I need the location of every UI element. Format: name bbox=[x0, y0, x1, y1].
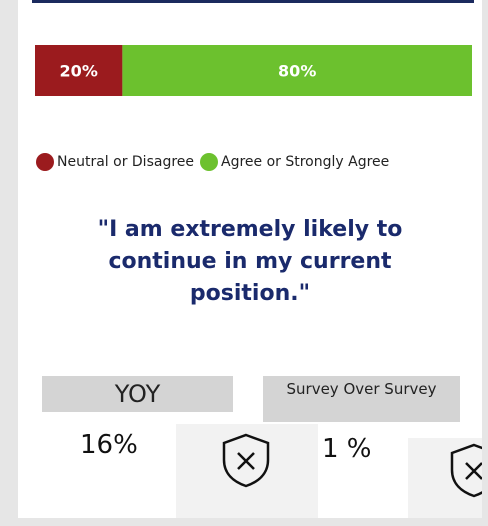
stacked-bar: 20% 80% bbox=[35, 45, 472, 96]
bar-segment bbox=[35, 45, 123, 96]
legend-item: Agree or Strongly Agree bbox=[200, 153, 389, 171]
legend-label: Neutral or Disagree bbox=[57, 154, 194, 170]
icon-box bbox=[176, 424, 318, 518]
kpi-label: YOY bbox=[42, 376, 233, 412]
data-label: 20% bbox=[60, 62, 98, 81]
legend-swatch bbox=[36, 153, 54, 171]
legend-label: Agree or Strongly Agree bbox=[221, 154, 390, 170]
shield-icon bbox=[450, 443, 482, 498]
bar-segment bbox=[122, 45, 472, 96]
kpi-value: 16% bbox=[80, 430, 138, 460]
kpi-label: Survey Over Survey bbox=[263, 376, 460, 422]
question: "I am extremely likely to continue in my… bbox=[97, 217, 403, 306]
icon-box bbox=[408, 438, 482, 518]
legend: Neutral or Disagree Agree or Strongly Agr… bbox=[36, 153, 395, 171]
legend-swatch bbox=[200, 153, 218, 171]
kpi-value: 1 % bbox=[322, 434, 372, 464]
card: 20% 80% Neutral or Disagree Agree or Stron… bbox=[18, 0, 482, 518]
top-rule bbox=[32, 0, 474, 3]
legend-item: Neutral or Disagree bbox=[36, 153, 194, 171]
data-label: 80% bbox=[278, 62, 316, 81]
shield-icon bbox=[222, 433, 270, 488]
